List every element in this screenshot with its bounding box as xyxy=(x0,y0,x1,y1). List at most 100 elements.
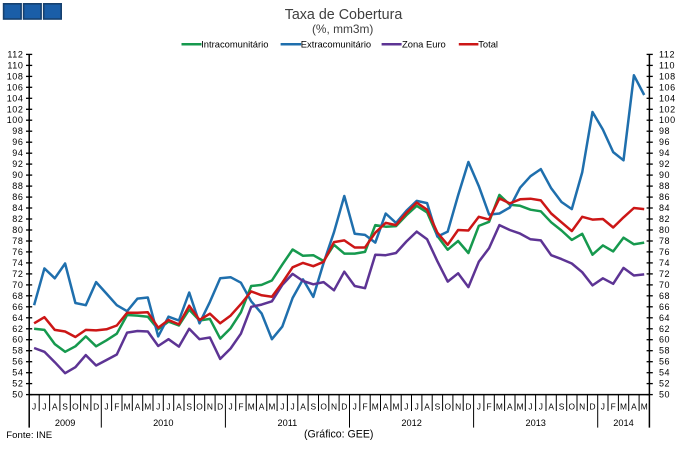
svg-text:D: D xyxy=(465,401,471,411)
svg-text:A: A xyxy=(631,401,637,411)
svg-text:76: 76 xyxy=(12,247,23,257)
svg-text:64: 64 xyxy=(659,313,670,323)
svg-text:S: S xyxy=(62,401,68,411)
svg-text:J: J xyxy=(353,401,357,411)
svg-text:A: A xyxy=(176,401,182,411)
svg-text:J: J xyxy=(166,401,170,411)
svg-text:58: 58 xyxy=(12,346,23,356)
svg-text:2010: 2010 xyxy=(153,418,173,428)
svg-text:J: J xyxy=(477,401,481,411)
svg-text:J: J xyxy=(229,401,233,411)
svg-text:50: 50 xyxy=(12,390,23,400)
svg-text:106: 106 xyxy=(659,82,676,92)
svg-text:60: 60 xyxy=(12,335,23,345)
svg-text:104: 104 xyxy=(659,93,676,103)
svg-text:110: 110 xyxy=(7,60,23,70)
svg-text:98: 98 xyxy=(12,126,23,136)
svg-text:82: 82 xyxy=(12,214,23,224)
svg-text:86: 86 xyxy=(659,192,670,202)
svg-text:J: J xyxy=(42,401,46,411)
svg-text:102: 102 xyxy=(7,104,24,114)
svg-text:78: 78 xyxy=(12,236,23,246)
svg-text:N: N xyxy=(207,401,213,411)
svg-text:A: A xyxy=(259,401,265,411)
svg-text:94: 94 xyxy=(659,148,670,158)
svg-text:84: 84 xyxy=(659,203,670,213)
svg-text:A: A xyxy=(52,401,58,411)
svg-text:52: 52 xyxy=(659,379,670,389)
svg-text:62: 62 xyxy=(12,324,23,334)
svg-text:108: 108 xyxy=(659,71,676,81)
svg-text:108: 108 xyxy=(7,71,24,81)
svg-text:J: J xyxy=(404,401,408,411)
svg-text:A: A xyxy=(507,401,513,411)
svg-text:S: S xyxy=(435,401,441,411)
svg-text:54: 54 xyxy=(659,368,670,378)
svg-text:54: 54 xyxy=(12,368,23,378)
svg-text:M: M xyxy=(268,401,275,411)
svg-text:2009: 2009 xyxy=(55,418,75,428)
svg-text:2011: 2011 xyxy=(278,418,298,428)
svg-text:56: 56 xyxy=(659,357,670,367)
svg-text:Fonte: INE: Fonte: INE xyxy=(6,430,52,441)
svg-text:A: A xyxy=(424,401,430,411)
svg-text:J: J xyxy=(539,401,543,411)
svg-text:(%, mm3m): (%, mm3m) xyxy=(312,22,373,36)
svg-text:100: 100 xyxy=(659,115,676,125)
svg-text:N: N xyxy=(455,401,461,411)
svg-text:S: S xyxy=(559,401,565,411)
svg-text:96: 96 xyxy=(12,137,23,147)
svg-text:N: N xyxy=(579,401,585,411)
svg-text:M: M xyxy=(372,401,379,411)
svg-text:A: A xyxy=(548,401,554,411)
svg-text:100: 100 xyxy=(7,115,24,125)
svg-text:60: 60 xyxy=(659,335,670,345)
svg-text:J: J xyxy=(280,401,284,411)
svg-text:O: O xyxy=(444,401,451,411)
svg-text:68: 68 xyxy=(659,291,670,301)
svg-text:98: 98 xyxy=(659,126,670,136)
svg-text:86: 86 xyxy=(12,192,23,202)
svg-text:84: 84 xyxy=(12,203,23,213)
svg-text:F: F xyxy=(114,401,119,411)
svg-text:M: M xyxy=(393,401,400,411)
svg-text:92: 92 xyxy=(659,159,670,169)
svg-text:74: 74 xyxy=(659,258,670,268)
svg-text:76: 76 xyxy=(659,247,670,257)
svg-text:O: O xyxy=(320,401,327,411)
svg-text:72: 72 xyxy=(12,269,23,279)
svg-text:62: 62 xyxy=(659,324,670,334)
svg-text:78: 78 xyxy=(659,236,670,246)
svg-text:64: 64 xyxy=(12,313,23,323)
svg-text:D: D xyxy=(217,401,223,411)
svg-text:80: 80 xyxy=(12,225,23,235)
svg-text:110: 110 xyxy=(659,60,675,70)
svg-text:Intracomunitário: Intracomunitário xyxy=(201,38,268,49)
svg-text:M: M xyxy=(124,401,131,411)
svg-text:J: J xyxy=(528,401,532,411)
svg-text:S: S xyxy=(311,401,317,411)
svg-text:Taxa de Cobertura: Taxa de Cobertura xyxy=(285,7,403,23)
svg-text:J: J xyxy=(104,401,108,411)
svg-text:M: M xyxy=(144,401,151,411)
svg-text:O: O xyxy=(196,401,203,411)
svg-text:52: 52 xyxy=(12,379,23,389)
svg-text:J: J xyxy=(415,401,419,411)
svg-text:S: S xyxy=(186,401,192,411)
svg-text:104: 104 xyxy=(7,93,24,103)
svg-text:58: 58 xyxy=(659,346,670,356)
svg-text:M: M xyxy=(248,401,255,411)
svg-text:74: 74 xyxy=(12,258,23,268)
svg-text:70: 70 xyxy=(659,280,670,290)
svg-text:J: J xyxy=(32,401,36,411)
svg-text:56: 56 xyxy=(12,357,23,367)
svg-text:N: N xyxy=(83,401,89,411)
svg-text:M: M xyxy=(620,401,627,411)
svg-text:88: 88 xyxy=(659,181,670,191)
svg-text:(Gráfico: GEE): (Gráfico: GEE) xyxy=(304,428,373,440)
svg-text:D: D xyxy=(93,401,99,411)
svg-text:Total: Total xyxy=(478,38,498,49)
svg-text:68: 68 xyxy=(12,291,23,301)
svg-text:N: N xyxy=(331,401,337,411)
svg-text:2013: 2013 xyxy=(525,418,545,428)
